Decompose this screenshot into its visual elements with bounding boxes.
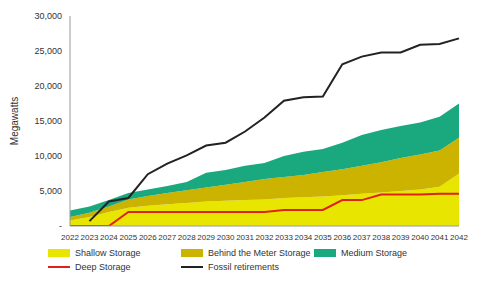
svg-text:Megawatts: Megawatts bbox=[9, 97, 20, 145]
svg-text:2027: 2027 bbox=[158, 233, 176, 242]
html-text:Behind the Meter Storage: Behind the Meter Storage bbox=[208, 248, 311, 258]
svg-text:15,000: 15,000 bbox=[34, 116, 62, 126]
svg-text:2022: 2022 bbox=[61, 233, 79, 242]
svg-text:2024: 2024 bbox=[100, 233, 118, 242]
svg-text:2039: 2039 bbox=[392, 233, 410, 242]
svg-text:2037: 2037 bbox=[353, 233, 371, 242]
svg-text:2033: 2033 bbox=[275, 233, 293, 242]
svg-text:2040: 2040 bbox=[411, 233, 429, 242]
svg-text:25,000: 25,000 bbox=[34, 46, 62, 56]
html-text:Medium Storage: Medium Storage bbox=[341, 248, 407, 258]
svg-text:2030: 2030 bbox=[217, 233, 235, 242]
html-text:Fossil retirements: Fossil retirements bbox=[208, 262, 279, 272]
html-text:Deep Storage: Deep Storage bbox=[75, 262, 131, 272]
svg-text:20,000: 20,000 bbox=[34, 81, 62, 91]
svg-text:2042: 2042 bbox=[450, 233, 468, 242]
svg-text:2032: 2032 bbox=[256, 233, 274, 242]
svg-text:2034: 2034 bbox=[295, 233, 313, 242]
svg-text:2035: 2035 bbox=[314, 233, 332, 242]
svg-text:2028: 2028 bbox=[178, 233, 196, 242]
svg-text:30,000: 30,000 bbox=[34, 11, 62, 21]
svg-text:2038: 2038 bbox=[372, 233, 390, 242]
svg-text:2025: 2025 bbox=[119, 233, 137, 242]
svg-text:2029: 2029 bbox=[197, 233, 215, 242]
svg-text:2036: 2036 bbox=[333, 233, 351, 242]
svg-text:5,000: 5,000 bbox=[39, 186, 62, 196]
svg-text:2023: 2023 bbox=[81, 233, 99, 242]
svg-text:2026: 2026 bbox=[139, 233, 157, 242]
svg-text:2041: 2041 bbox=[431, 233, 449, 242]
svg-text:-: - bbox=[59, 221, 62, 231]
svg-text:10,000: 10,000 bbox=[34, 151, 62, 161]
svg-text:2031: 2031 bbox=[236, 233, 254, 242]
html-text:Shallow Storage: Shallow Storage bbox=[75, 248, 141, 258]
